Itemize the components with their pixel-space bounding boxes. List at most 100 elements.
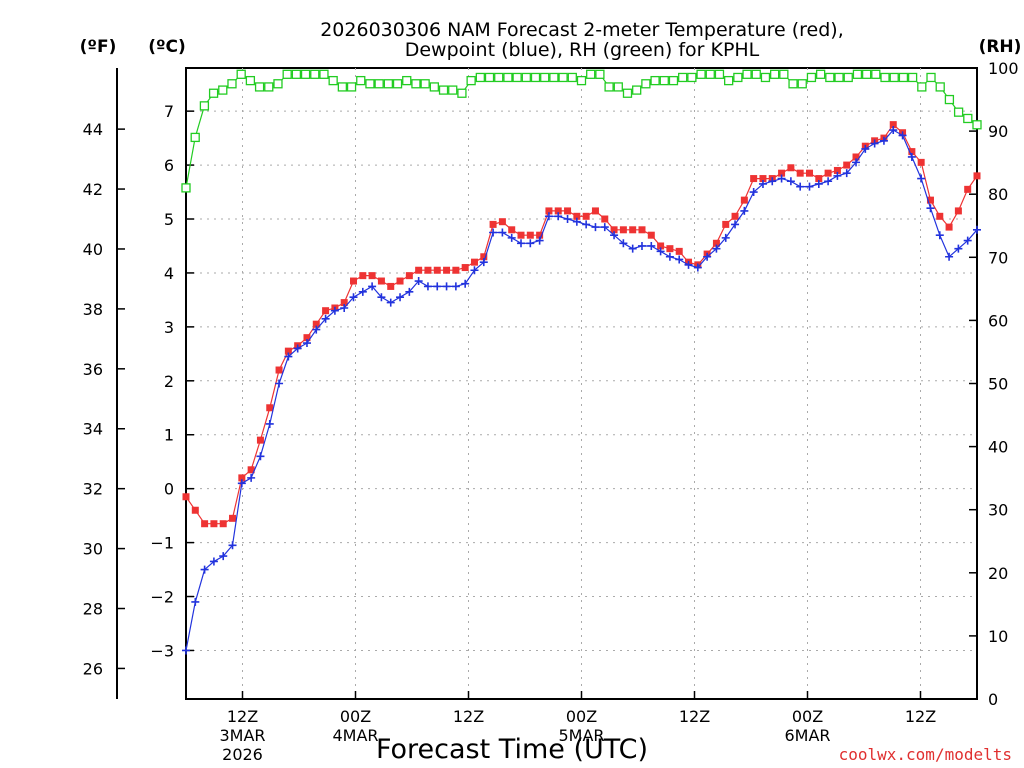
- temperature-point: [452, 266, 460, 274]
- rh-point: [898, 72, 909, 83]
- rh-point: [696, 69, 706, 79]
- rh-point: [273, 79, 283, 89]
- temperature-point: [256, 436, 264, 444]
- dewpoint-point: [721, 233, 730, 242]
- temperature-point: [470, 258, 478, 266]
- celsius-tick-label: 7: [164, 102, 174, 121]
- fahrenheit-tick-label: 36: [83, 360, 103, 379]
- rh-point: [733, 72, 743, 83]
- dewpoint-point: [358, 287, 367, 296]
- dewpoint-point: [796, 182, 805, 191]
- dewpoint-point: [414, 277, 423, 286]
- dewpoint-point: [228, 541, 237, 550]
- rh-point: [834, 72, 844, 83]
- rh-point: [779, 69, 789, 79]
- fahrenheit-tick-label: 44: [83, 120, 103, 139]
- fahrenheit-tick-label: 28: [83, 600, 103, 619]
- rh-tick-label: 100: [988, 59, 1019, 78]
- time-tick-label: 12Z: [905, 707, 936, 726]
- time-tick-date: 5MAR: [558, 726, 604, 745]
- temperature-point: [843, 161, 851, 169]
- temperature-point: [443, 266, 451, 274]
- celsius-tick-label: 3: [164, 318, 174, 337]
- celsius-tick-label: 2: [164, 372, 174, 391]
- rh-tick-label: 50: [988, 375, 1008, 394]
- dewpoint-point: [349, 293, 358, 302]
- celsius-tick-label: 4: [164, 264, 174, 283]
- rh-point: [668, 75, 679, 86]
- rh-point: [310, 69, 320, 79]
- dewpoint-point: [321, 314, 330, 323]
- rh-point: [770, 69, 780, 79]
- fahrenheit-tick-label: 40: [83, 240, 103, 259]
- temperature-point: [526, 231, 534, 239]
- dewpoint-point: [870, 139, 879, 148]
- temperature-point: [610, 226, 618, 234]
- dewpoint-point: [824, 177, 833, 186]
- dewpoint-point: [861, 144, 870, 153]
- celsius-tick-label: 0: [164, 480, 174, 499]
- temperature-point: [350, 277, 358, 285]
- rh-axis: 0 10 20 30 40 50 60 70 80 90 100: [969, 59, 1019, 709]
- rh-point: [300, 69, 311, 79]
- dewpoint-point: [610, 231, 619, 240]
- temperature-point: [647, 231, 655, 239]
- rh-point: [632, 85, 642, 95]
- temperature-point: [638, 226, 646, 234]
- rh-point: [227, 79, 237, 89]
- dewpoint-point: [786, 177, 795, 186]
- dewpoint-point: [284, 352, 293, 361]
- temperature-point: [303, 334, 311, 342]
- dewpoint-point: [954, 244, 963, 253]
- temperature-point: [778, 169, 786, 177]
- temperature-point: [201, 520, 209, 528]
- rh-point: [622, 88, 633, 98]
- dewpoint-point: [712, 244, 721, 253]
- dewpoint-point: [209, 557, 218, 566]
- fahrenheit-tick-label: 42: [83, 180, 103, 199]
- temperature-point: [666, 245, 674, 253]
- time-tick-label: 12Z: [679, 707, 710, 726]
- rh-point: [806, 72, 817, 83]
- rh-point: [935, 82, 945, 92]
- temperature-point: [415, 266, 423, 274]
- rh-point: [494, 72, 504, 83]
- temperature-point: [461, 264, 469, 272]
- dewpoint-point: [684, 260, 693, 269]
- rh-point: [254, 82, 265, 92]
- rh-point: [411, 79, 421, 89]
- rh-point: [402, 75, 412, 86]
- celsius-tick-label: −3: [150, 641, 174, 660]
- temperature-point: [750, 175, 758, 183]
- rh-point: [475, 72, 485, 83]
- rh-point: [687, 72, 697, 83]
- rh-tick-label: 20: [988, 564, 1008, 583]
- temperature-point: [229, 514, 237, 522]
- dewpoint-point: [423, 282, 432, 291]
- dewpoint-point: [451, 282, 460, 291]
- dewpoint-point: [507, 233, 516, 242]
- rh-point: [319, 69, 329, 79]
- dewpoint-point: [368, 282, 377, 291]
- dewpoint-point: [879, 136, 888, 145]
- rh-point: [714, 69, 725, 79]
- temperature-point: [573, 212, 581, 220]
- dewpoint-point: [768, 177, 777, 186]
- temperature-point: [489, 220, 497, 228]
- dewpoint-point: [479, 258, 488, 267]
- rh-tick-label: 30: [988, 501, 1008, 520]
- temperature-point: [591, 207, 599, 215]
- temperature-point: [554, 207, 562, 215]
- dewpoint-point: [842, 169, 851, 178]
- celsius-tick-label: 6: [164, 156, 174, 175]
- rh-point: [291, 69, 302, 79]
- dewpoint-point: [572, 217, 581, 226]
- credit-label: coolwx.com/modelts: [839, 745, 1012, 764]
- time-tick-label: 00Z: [340, 707, 371, 726]
- rh-tick-label: 90: [988, 122, 1008, 141]
- dewpoint-point: [907, 152, 916, 161]
- dewpoint-point: [675, 255, 684, 264]
- dewpoint-point: [182, 646, 190, 655]
- dewpoint-point: [526, 239, 535, 248]
